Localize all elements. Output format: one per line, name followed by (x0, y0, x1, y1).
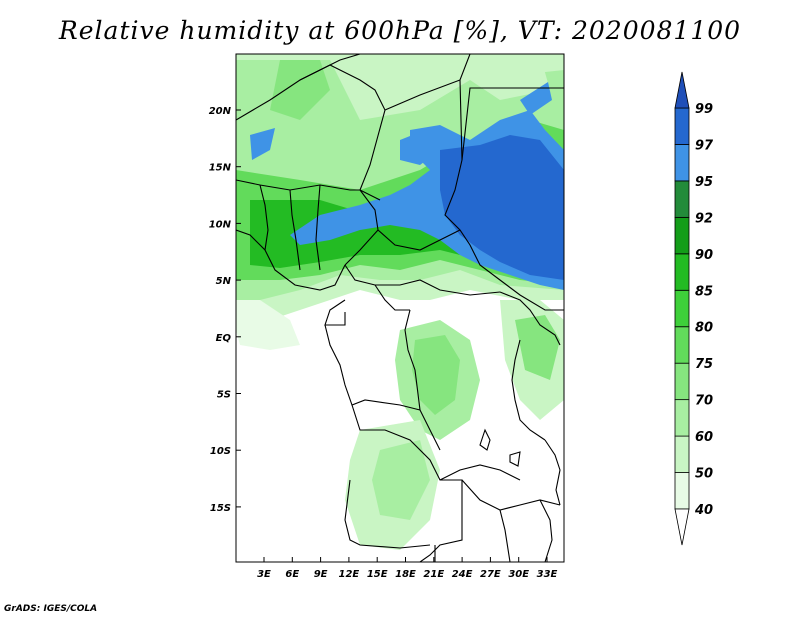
country-borders (236, 54, 564, 562)
grads-credit: GrADS: IGES/COLA (4, 604, 98, 614)
lat-tick-label: 15S (210, 503, 231, 514)
lon-tick-label: 15E (367, 569, 388, 580)
lon-tick-label: 18E (395, 569, 416, 580)
lon-tick-label: 30E (508, 569, 529, 580)
lon-tick-label: 6E (285, 569, 299, 580)
lat-tick-label: 20N (209, 106, 232, 117)
longitude-axis: 3E 6E 9E 12E 15E 18E 21E 24E 27E 30E 33E (257, 557, 558, 580)
lat-tick-label: 10N (209, 219, 232, 230)
colorbar-segment (674, 435, 690, 473)
colorbar-segment (674, 289, 690, 328)
colorbar-segment (674, 144, 690, 182)
colorbar-label: 70 (695, 394, 713, 409)
colorbar-segment (674, 472, 690, 510)
map-frame (235, 53, 565, 563)
colorbar-segment (674, 326, 690, 364)
colorbar-label: 90 (695, 248, 713, 263)
colorbar-label: 50 (695, 467, 713, 482)
lat-tick-label: 15N (209, 163, 232, 174)
colorbar-under-arrow (674, 508, 690, 546)
colorbar-segment (674, 216, 690, 255)
colorbar-segment (674, 107, 690, 145)
colorbar-label: 95 (695, 175, 713, 190)
humidity-field (236, 54, 564, 562)
colorbar-label: 40 (694, 503, 713, 518)
colorbar-label: 92 (695, 211, 713, 226)
colorbar-segment (674, 362, 690, 401)
colorbar-label: 85 (695, 284, 713, 299)
lon-tick-label: 33E (537, 569, 558, 580)
lon-tick-label: 9E (314, 569, 328, 580)
colorbar-segment (674, 180, 690, 218)
colorbar: 40 50 60 70 75 80 85 90 92 95 97 99 (674, 71, 714, 546)
colorbar-over-arrow (674, 71, 690, 109)
lat-tick-label: 5S (217, 390, 231, 401)
lon-tick-label: 21E (423, 569, 444, 580)
lat-tick-label: 5N (216, 276, 232, 287)
colorbar-label: 75 (695, 357, 713, 372)
colorbar-label: 80 (695, 321, 713, 336)
colorbar-segment (674, 399, 690, 437)
lat-tick-label: 10S (210, 446, 231, 457)
lat-tick-label: EQ (216, 333, 232, 344)
latitude-axis: 20N 15N 10N 5N EQ 5S 10S 15S (209, 106, 241, 514)
colorbar-label: 99 (695, 102, 713, 117)
lon-tick-label: 3E (257, 569, 271, 580)
lon-tick-label: 12E (339, 569, 360, 580)
colorbar-segment (674, 253, 690, 291)
colorbar-label: 97 (695, 138, 714, 153)
lon-tick-label: 27E (480, 569, 501, 580)
colorbar-label: 60 (695, 430, 713, 445)
lon-tick-label: 24E (452, 569, 473, 580)
map-title: Relative humidity at 600hPa [%], VT: 202… (58, 16, 742, 45)
